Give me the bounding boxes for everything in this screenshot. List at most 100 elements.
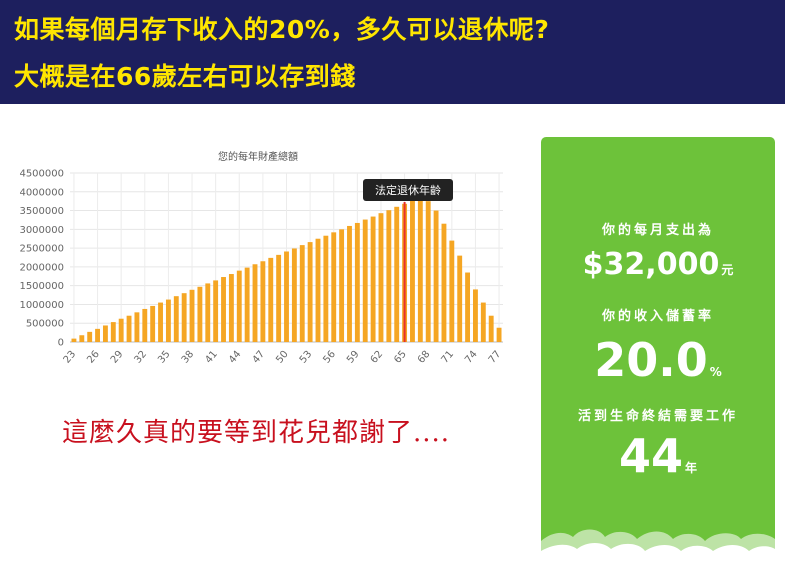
x-tick-label: 47 — [251, 349, 268, 366]
bar — [173, 296, 179, 342]
bar — [79, 335, 85, 342]
retirement-age-tooltip: 法定退休年齡 — [375, 183, 441, 197]
bar — [299, 245, 305, 342]
y-tick-label: 4500000 — [19, 169, 64, 180]
bar — [473, 289, 478, 342]
bar — [150, 305, 156, 342]
bar — [488, 315, 494, 342]
bar — [307, 242, 313, 342]
x-tick-label: 65 — [392, 349, 409, 366]
x-tick-label: 29 — [109, 349, 126, 366]
bar — [370, 216, 376, 342]
x-tick-label: 77 — [487, 349, 504, 366]
x-tick-label: 56 — [321, 349, 338, 366]
bar — [496, 327, 502, 342]
bar — [189, 289, 195, 342]
bar — [417, 197, 423, 342]
y-tick-label: 2000000 — [19, 262, 64, 273]
bar — [339, 229, 345, 342]
bar — [284, 251, 289, 342]
x-tick-label: 35 — [156, 349, 173, 366]
x-tick-label: 62 — [369, 349, 386, 366]
bar — [134, 312, 140, 342]
bar — [126, 315, 132, 342]
bar — [386, 210, 392, 342]
x-tick-label: 38 — [180, 349, 197, 366]
bar — [323, 235, 329, 342]
savings-rate-unit: % — [709, 365, 722, 379]
x-tick-label: 26 — [85, 349, 102, 366]
bar — [362, 219, 368, 342]
result-card: 你的每月支出為 $32,000 元 你的收入儲蓄率 20.0% 活到生命終結需要工… — [541, 137, 775, 567]
y-tick-label: 3500000 — [19, 206, 64, 217]
bar — [260, 261, 266, 342]
bar — [165, 299, 171, 342]
bar — [71, 338, 77, 342]
x-tick-label: 59 — [345, 349, 362, 366]
bar — [244, 267, 250, 342]
title-banner: 如果每個月存下收入的20%，多久可以退休呢? 大概是在66歲左右可以存到錢 — [0, 0, 785, 104]
bar — [315, 238, 321, 342]
work-years-label: 活到生命終結需要工作 — [577, 409, 738, 424]
bar — [268, 257, 274, 342]
bar — [425, 201, 431, 342]
bar — [378, 213, 384, 342]
bar — [87, 331, 93, 342]
bar — [449, 240, 455, 342]
bar — [441, 223, 447, 342]
y-tick-label: 500000 — [26, 319, 64, 330]
y-tick-label: 2500000 — [19, 244, 64, 255]
y-tick-label: 4000000 — [19, 187, 64, 198]
banner-headline: 如果每個月存下收入的20%，多久可以退休呢? — [14, 15, 550, 44]
bar — [331, 232, 337, 342]
bar — [197, 286, 203, 342]
bar — [291, 248, 297, 342]
work-years-value: 44 年 — [541, 429, 775, 483]
work-years-unit: 年 — [685, 461, 698, 475]
bar — [480, 302, 486, 342]
bar — [236, 270, 242, 342]
x-tick-label: 53 — [298, 349, 315, 366]
monthly-expense-amount: $32,000 — [582, 247, 720, 282]
banner-subheadline: 大概是在66歲左右可以存到錢 — [14, 62, 356, 91]
y-tick-label: 1000000 — [19, 300, 64, 311]
bar — [276, 254, 282, 342]
bar — [142, 308, 148, 342]
y-tick-label: 0 — [58, 338, 64, 349]
bar — [102, 325, 108, 342]
savings-rate-label: 你的收入儲蓄率 — [601, 309, 714, 324]
x-tick-label: 44 — [227, 349, 244, 366]
bar — [158, 302, 163, 342]
y-tick-label: 3000000 — [19, 225, 64, 236]
bar — [228, 274, 234, 342]
savings-rate-value: 20.0% — [541, 333, 775, 387]
bar — [465, 272, 471, 342]
bar — [205, 283, 211, 342]
x-tick-label: 71 — [440, 349, 457, 366]
bar — [433, 210, 439, 342]
handwritten-caption: 這麼久真的要等到花兒都謝了.... — [62, 418, 451, 448]
bar — [181, 293, 187, 342]
chart-title: 您的每年財產總額 — [218, 150, 298, 163]
bar — [213, 280, 219, 342]
bar — [410, 200, 415, 342]
work-years-number: 44 — [618, 429, 683, 483]
x-tick-label: 50 — [274, 349, 291, 366]
monthly-expense-unit: 元 — [721, 263, 734, 277]
chart-bars — [71, 197, 502, 342]
retirement-age-tooltip-box — [363, 179, 453, 201]
savings-rate-number: 20.0 — [594, 333, 708, 387]
bar — [221, 277, 226, 342]
monthly-expense-label: 你的每月支出為 — [601, 223, 714, 238]
x-tick-label: 68 — [416, 349, 433, 366]
bar — [252, 264, 258, 342]
bar — [457, 255, 463, 342]
bar — [394, 206, 400, 342]
chart-annotation: 法定退休年齡 — [363, 179, 453, 342]
bar — [95, 328, 100, 342]
monthly-expense-value: $32,000 元 — [541, 247, 775, 282]
x-tick-label: 41 — [203, 349, 220, 366]
bar — [118, 318, 124, 342]
bar — [347, 225, 352, 342]
cloud-decoration — [541, 529, 775, 567]
